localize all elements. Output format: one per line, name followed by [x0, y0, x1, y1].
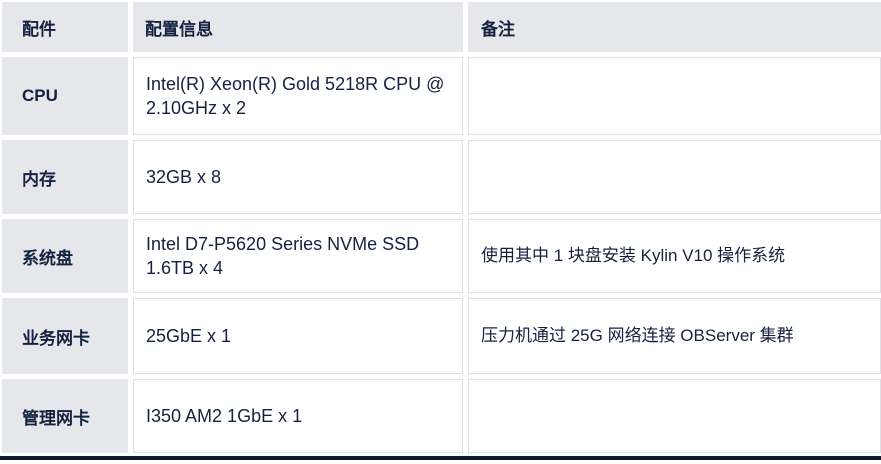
config-value: I350 AM2 1GbE x 1 [133, 379, 463, 453]
remark-value: 压力机通过 25G 网络连接 OBServer 集群 [468, 298, 881, 374]
remark-value: 使用其中 1 块盘安装 Kylin V10 操作系统 [468, 219, 881, 293]
column-header-component: 配件 [2, 2, 128, 52]
component-label: 管理网卡 [2, 379, 128, 453]
column-header-remark: 备注 [468, 2, 881, 52]
component-label: 业务网卡 [2, 298, 128, 374]
hardware-spec-table: 配件 配置信息 备注 CPU Intel(R) Xeon(R) Gold 521… [0, 0, 881, 453]
config-value: Intel D7-P5620 Series NVMe SSD 1.6TB x 4 [133, 219, 463, 293]
column-header-config: 配置信息 [133, 2, 463, 52]
remark-value [468, 379, 881, 453]
config-value: Intel(R) Xeon(R) Gold 5218R CPU @ 2.10GH… [133, 57, 463, 135]
remark-value [468, 140, 881, 214]
table-bottom-rule [0, 456, 881, 460]
component-label: 内存 [2, 140, 128, 214]
config-value: 25GbE x 1 [133, 298, 463, 374]
component-label: CPU [2, 57, 128, 135]
remark-value [468, 57, 881, 135]
component-label: 系统盘 [2, 219, 128, 293]
config-value: 32GB x 8 [133, 140, 463, 214]
